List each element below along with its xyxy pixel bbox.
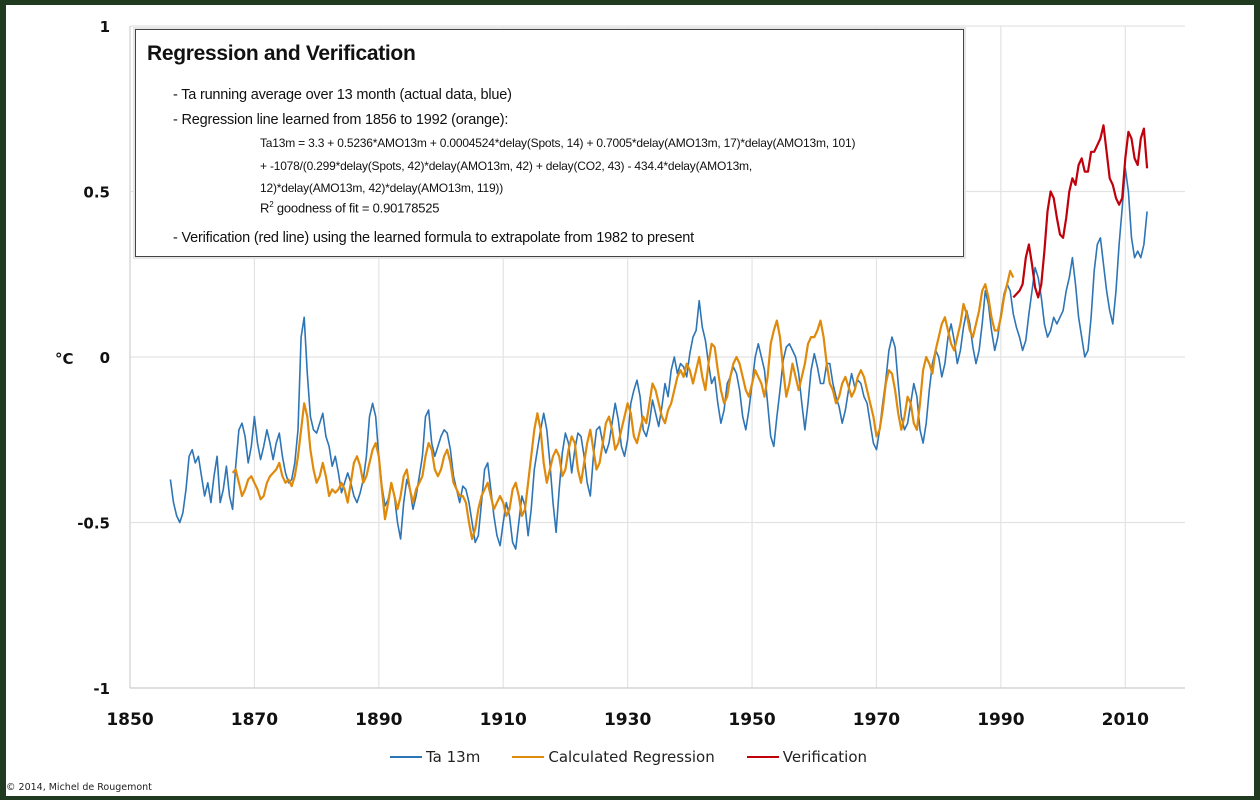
- y-tick-label: 0: [100, 349, 110, 367]
- x-tick-labels: 1850 1870 1890 1910 1930 1950 1970 1990 2010: [106, 710, 1149, 730]
- series-line-verification: [1012, 124, 1149, 299]
- x-tick-label: 1910: [480, 710, 527, 730]
- legend-item-regression: Calculated Regression: [512, 748, 715, 766]
- x-tick-label: 2010: [1102, 710, 1149, 730]
- formula-line-3: 12)*delay(AMO13m, 42)*delay(AMO13m, 119)…: [260, 181, 504, 195]
- chart-title: Regression and Verification: [147, 42, 416, 65]
- x-tick-label: 1870: [231, 710, 278, 730]
- axes: [129, 26, 1185, 689]
- y-tick-label: 0.5: [83, 184, 110, 202]
- series-line-calculated-regression: [231, 269, 1015, 541]
- formula-line-1: Ta13m = 3.3 + 0.5236*AMO13m + 0.0004524*…: [260, 136, 856, 150]
- legend-item-ta13m: Ta 13m: [390, 748, 480, 766]
- legend-swatch-orange: [512, 756, 545, 758]
- y-tick-labels: 1 0.5 0 -0.5 -1: [77, 18, 110, 698]
- legend-label: Verification: [782, 748, 868, 766]
- legend-label: Ta 13m: [426, 748, 481, 766]
- annotation-line-blue: - Ta running average over 13 month (actu…: [173, 87, 512, 103]
- y-tick-label: 1: [100, 18, 110, 36]
- annotation-line-verification: - Verification (red line) using the lear…: [173, 230, 695, 246]
- y-axis-label: °C: [55, 350, 74, 368]
- x-tick-label: 1990: [977, 710, 1024, 730]
- annotation-box: Regression and Verification - Ta running…: [135, 29, 964, 257]
- r2-superscript: 2: [269, 200, 274, 209]
- legend-label: Calculated Regression: [548, 748, 715, 766]
- y-tick-label: -0.5: [77, 515, 110, 533]
- annotation-line-orange: - Regression line learned from 1856 to 1…: [173, 112, 509, 128]
- r2-line: R2 goodness of fit = 0.90178525: [260, 200, 440, 216]
- x-tick-label: 1850: [106, 710, 153, 730]
- x-tick-label: 1930: [604, 710, 651, 730]
- legend-swatch-red: [746, 756, 779, 758]
- x-tick-label: 1890: [355, 710, 402, 730]
- series-line-ta-13m: [169, 167, 1148, 550]
- legend-swatch-blue: [390, 756, 422, 758]
- y-tick-label: -1: [93, 680, 110, 698]
- legend: Ta 13m Calculated Regression Verificatio…: [390, 748, 899, 766]
- legend-item-verification: Verification: [746, 748, 868, 766]
- x-tick-label: 1970: [853, 710, 900, 730]
- x-tick-label: 1950: [728, 710, 775, 730]
- r2-prefix: R: [260, 200, 270, 216]
- r2-value: goodness of fit = 0.90178525: [273, 200, 440, 216]
- series-lines: [169, 124, 1149, 550]
- copyright-note: © 2014, Michel de Rougemont: [6, 782, 152, 793]
- formula-line-2: + -1078/(0.299*delay(Spots, 42)*delay(AM…: [260, 159, 752, 173]
